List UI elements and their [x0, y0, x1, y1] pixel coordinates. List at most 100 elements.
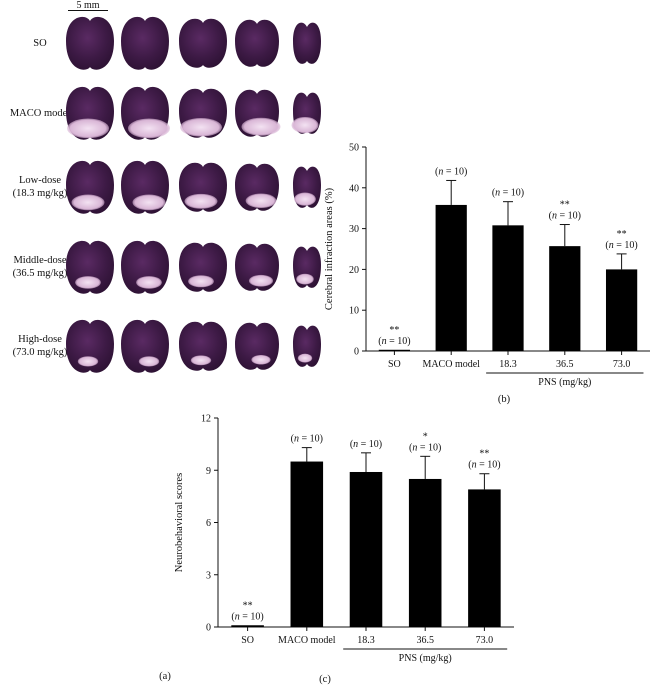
brain-slice [293, 325, 321, 367]
x-tick-label: MACO model [422, 359, 480, 370]
brain-slice [235, 19, 279, 67]
infarct-region [75, 276, 101, 289]
y-axis-label: Neurobehavioral scores [174, 473, 185, 572]
brain-slice [179, 242, 227, 292]
n-annotation: (n = 10) [350, 439, 382, 450]
infarct-region [296, 273, 314, 285]
brain-slice-shape [179, 321, 227, 371]
infarct-region [184, 193, 218, 209]
y-tick-label: 12 [201, 414, 211, 425]
x-tick-label: 36.5 [416, 635, 434, 646]
n-annotation: (n = 10) [435, 166, 467, 177]
brain-slice [66, 16, 114, 70]
x-tick-label: 36.5 [556, 359, 574, 370]
n-annotation: (n = 10) [378, 336, 410, 347]
y-tick-label: 9 [206, 466, 211, 477]
infarct-region [138, 356, 160, 367]
x-tick-label: 18.3 [499, 359, 517, 370]
y-axis-label: Cerebral infraction areas (%) [324, 187, 335, 310]
infarct-region [251, 354, 271, 365]
infarct-region [248, 274, 274, 287]
brain-slice [291, 92, 321, 134]
brain-slice [121, 160, 169, 214]
y-tick-label: 10 [349, 306, 359, 317]
infarct-region [245, 193, 277, 208]
brain-slice [121, 319, 169, 373]
bar [349, 471, 383, 627]
group-label: Low-dose [19, 175, 61, 186]
brain-slice [66, 86, 114, 140]
infarct-region [71, 194, 105, 211]
brain-slice-shape [121, 16, 169, 70]
group-dose-label: (36.5 mg/kg) [13, 268, 68, 279]
x-tick-label: 73.0 [476, 635, 494, 646]
bar [549, 246, 581, 351]
infarct-region [241, 117, 281, 136]
panel-label: (b) [498, 394, 511, 405]
brain-slice-shape [179, 18, 227, 68]
chart-b: 0 10 20 30 40 50 Cerebral infraction areas (%)… [324, 143, 650, 405]
n-annotation: (n = 10) [409, 442, 441, 453]
bar [290, 461, 324, 627]
bar [605, 269, 638, 351]
group-label: PNS (mg/kg) [399, 653, 452, 664]
n-annotation: (n = 10) [549, 211, 581, 222]
infarct-region [136, 276, 162, 289]
y-tick-label: 40 [349, 183, 359, 194]
significance-marker: ** [389, 325, 399, 336]
y-tick-label: 20 [349, 265, 359, 276]
group-label: SO [33, 38, 47, 49]
bar [231, 625, 264, 627]
brain-slice [293, 166, 321, 208]
panel-label: (c) [319, 674, 331, 685]
brain-slice [121, 86, 170, 140]
panel-a: 5 mm SO MACO model Low-dose (18.3 mg/kg) Midd… [10, 0, 321, 682]
infarct-region [297, 353, 313, 363]
brain-slice [235, 322, 279, 370]
significance-marker: ** [479, 449, 489, 460]
infarct-region [291, 116, 319, 134]
x-tick-label: 18.3 [357, 635, 375, 646]
infarct-region [188, 275, 214, 288]
infarct-region [132, 194, 166, 211]
n-annotation: (n = 10) [492, 188, 524, 199]
x-tick-label: MACO model [278, 635, 336, 646]
n-annotation: (n = 10) [231, 611, 263, 622]
infarct-region [190, 355, 212, 366]
bar [492, 225, 524, 351]
brain-slice [235, 163, 279, 211]
brain-slice [235, 89, 281, 137]
brain-slice [66, 319, 114, 373]
y-tick-label: 0 [354, 347, 359, 358]
n-annotation: (n = 10) [468, 460, 500, 471]
infarct-region [294, 192, 316, 206]
group-label: High-dose [18, 334, 62, 345]
group-label: PNS (mg/kg) [538, 377, 591, 388]
infarct-region [180, 118, 222, 137]
x-tick-label: 73.0 [613, 359, 631, 370]
significance-marker: ** [560, 200, 570, 211]
bar [435, 204, 467, 351]
brain-slice [293, 22, 321, 64]
brain-slice [293, 246, 321, 288]
bar [378, 349, 411, 351]
scale-bar-label: 5 mm [76, 0, 99, 11]
infarct-region [67, 118, 109, 139]
infarct-region [128, 118, 170, 139]
group-dose-label: (18.3 mg/kg) [13, 188, 68, 199]
group-label: MACO model [10, 108, 70, 119]
n-annotation: (n = 10) [291, 434, 323, 445]
significance-marker: * [423, 431, 428, 442]
y-tick-label: 30 [349, 224, 359, 235]
brain-slice [179, 321, 227, 371]
y-tick-label: 0 [206, 623, 211, 634]
brain-slice [235, 243, 279, 291]
bar [408, 478, 442, 627]
bar [468, 489, 501, 627]
group-dose-label: (73.0 mg/kg) [13, 347, 68, 358]
brain-slice [179, 88, 227, 138]
significance-marker: ** [617, 229, 627, 240]
